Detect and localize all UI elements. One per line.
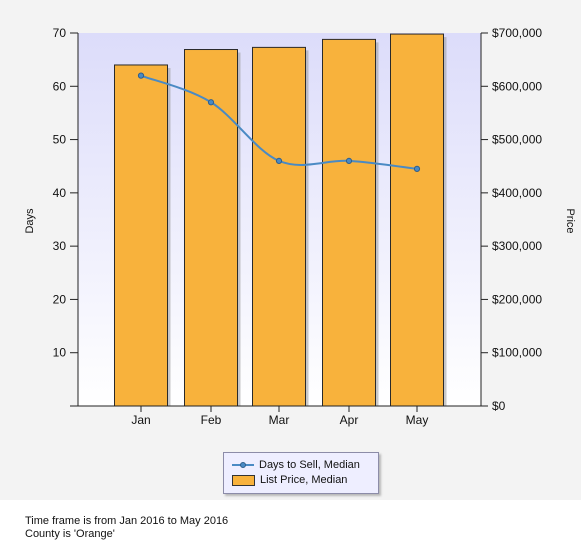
legend-label-price: List Price, Median bbox=[260, 474, 348, 486]
legend-item-days: Days to Sell, Median bbox=[232, 458, 360, 472]
left-tick-label: 20 bbox=[53, 292, 67, 306]
x-tick-label-may: May bbox=[406, 413, 429, 427]
right-tick-label: $0 bbox=[492, 399, 506, 413]
days-point-apr bbox=[345, 157, 353, 164]
right-tick-label: $500,000 bbox=[492, 133, 542, 147]
x-tick-label-feb: Feb bbox=[201, 413, 222, 427]
right-tick-label: $400,000 bbox=[492, 186, 542, 200]
bar-jan bbox=[114, 64, 168, 407]
y-axis-title-left: Days bbox=[24, 208, 36, 234]
footer-notes: Time frame is from Jan 2016 to May 2016 … bbox=[25, 515, 228, 541]
legend-label-days: Days to Sell, Median bbox=[259, 459, 360, 471]
right-tick-label: $300,000 bbox=[492, 239, 542, 253]
x-tick-label-jan: Jan bbox=[131, 413, 150, 427]
line-swatch-icon bbox=[232, 460, 254, 470]
bar-may bbox=[390, 33, 444, 407]
left-tick-label: 50 bbox=[53, 133, 67, 147]
legend: Days to Sell, Median List Price, Median bbox=[223, 452, 379, 494]
bar-apr bbox=[322, 38, 376, 407]
chart-panel: 10 20 30 40 50 60 70 $0 $100,000 $200,000 $300,000… bbox=[0, 0, 581, 500]
y-axis-title-right: Price bbox=[564, 208, 576, 233]
left-tick-label: 70 bbox=[53, 26, 67, 40]
days-point-mar bbox=[275, 157, 283, 164]
days-point-feb bbox=[207, 99, 215, 106]
bar-mar bbox=[252, 46, 306, 407]
bar-swatch-icon bbox=[232, 474, 255, 486]
legend-item-price: List Price, Median bbox=[232, 473, 347, 487]
bar-feb bbox=[184, 49, 238, 407]
left-tick-label: 10 bbox=[53, 346, 67, 360]
combo-chart: 10 20 30 40 50 60 70 $0 $100,000 $200,000 $300,000… bbox=[24, 26, 576, 427]
left-tick-label: 40 bbox=[53, 186, 67, 200]
left-tick-label: 30 bbox=[53, 239, 67, 253]
right-tick-label: $600,000 bbox=[492, 79, 542, 93]
x-tick-label-apr: Apr bbox=[340, 413, 359, 427]
right-tick-label: $100,000 bbox=[492, 346, 542, 360]
days-point-may bbox=[413, 165, 421, 172]
x-tick-label-mar: Mar bbox=[269, 413, 290, 427]
left-tick-label: 60 bbox=[53, 79, 67, 93]
right-tick-label: $200,000 bbox=[492, 292, 542, 306]
days-point-jan bbox=[137, 72, 145, 79]
footer-county: County is 'Orange' bbox=[25, 528, 115, 540]
footer-timeframe: Time frame is from Jan 2016 to May 2016 bbox=[25, 515, 229, 527]
right-tick-label: $700,000 bbox=[492, 26, 542, 40]
